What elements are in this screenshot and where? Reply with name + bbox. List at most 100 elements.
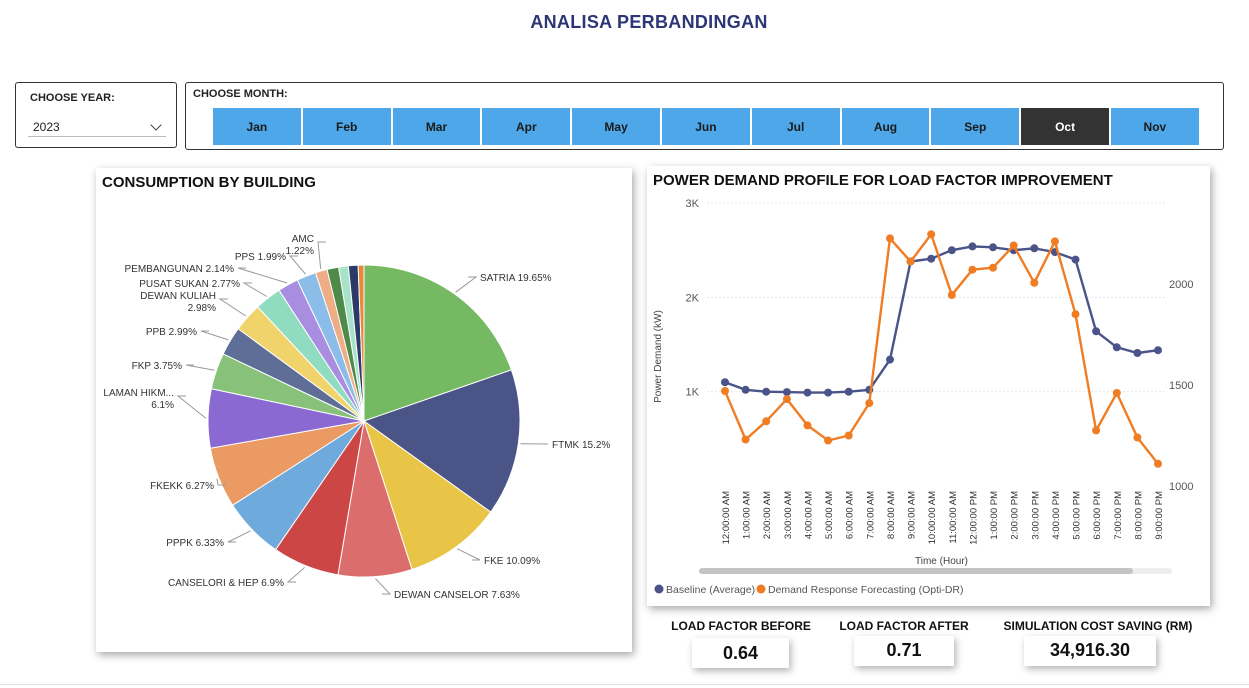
pie-leader-line	[216, 478, 226, 486]
pie-data-label: 2.98%	[188, 303, 216, 314]
pie-leader-line	[375, 578, 392, 595]
legend-label[interactable]: Demand Response Forecasting (Opti-DR)	[768, 584, 964, 596]
kpi-value-cost-saving: 34,916.30	[1024, 636, 1156, 666]
data-point-baseline[interactable]	[927, 254, 936, 263]
line-chart: 1K 2K 3K 1000 1500 2000 Power Demand (kW) 12:00…	[653, 198, 1193, 596]
data-point-forecast[interactable]	[865, 399, 874, 408]
data-point-baseline[interactable]	[844, 387, 853, 396]
month-button-may[interactable]: May	[572, 108, 660, 145]
data-point-forecast[interactable]	[1092, 426, 1101, 435]
pie-data-label: SATRIA 19.65%	[480, 273, 552, 284]
pie-leader-line	[288, 255, 306, 275]
month-button-nov[interactable]: Nov	[1110, 108, 1199, 145]
month-button-apr[interactable]: Apr	[482, 108, 571, 145]
data-point-forecast[interactable]	[824, 436, 833, 445]
kpi-label-load-factor-after: LOAD FACTOR AFTER	[839, 619, 969, 633]
pie-leader-line	[286, 567, 306, 583]
data-point-forecast[interactable]	[741, 435, 750, 444]
data-point-baseline[interactable]	[1092, 327, 1101, 336]
data-point-baseline[interactable]	[1112, 343, 1121, 352]
y-axis-label: Power Demand (kW)	[653, 310, 664, 403]
data-point-baseline[interactable]	[721, 378, 729, 387]
month-button-oct[interactable]: Oct	[1021, 108, 1109, 145]
data-point-forecast[interactable]	[803, 421, 812, 430]
data-point-baseline[interactable]	[1071, 255, 1080, 264]
data-point-baseline[interactable]	[762, 387, 771, 396]
data-point-baseline[interactable]	[741, 385, 750, 394]
data-point-forecast[interactable]	[1112, 389, 1121, 397]
x-tick-label: 10:00:00 AM	[927, 491, 938, 544]
data-point-baseline[interactable]	[968, 242, 977, 251]
pie-slice-ftmk[interactable]	[362, 369, 521, 513]
month-button-jul[interactable]: Jul	[751, 108, 840, 145]
data-point-forecast[interactable]	[968, 265, 977, 274]
data-point-baseline[interactable]	[824, 388, 833, 397]
pie-data-label: 6.1%	[151, 400, 174, 411]
month-button-aug[interactable]: Aug	[841, 108, 930, 145]
x-tick-label: 3:00:00 PM	[1030, 491, 1041, 540]
data-point-baseline[interactable]	[782, 388, 791, 397]
pie-slice-satria[interactable]	[363, 264, 513, 422]
pie-data-label: FKEKK 6.27%	[150, 481, 214, 492]
data-point-forecast[interactable]	[1030, 278, 1039, 287]
data-point-forecast[interactable]	[782, 395, 791, 404]
bottom-divider	[0, 684, 1249, 685]
month-button-jun[interactable]: Jun	[661, 108, 750, 145]
data-point-baseline[interactable]	[989, 243, 997, 252]
data-point-forecast[interactable]	[844, 431, 853, 440]
data-point-forecast[interactable]	[721, 387, 729, 395]
data-point-baseline[interactable]	[1030, 244, 1039, 253]
pie-data-label: DEWAN KULIAH	[140, 291, 216, 302]
x-tick-label: 8:00:00 PM	[1133, 491, 1144, 540]
pie-leader-line	[317, 241, 326, 270]
pie-leader-line	[200, 330, 229, 341]
data-point-baseline[interactable]	[1154, 346, 1162, 355]
x-tick-label: 8:00:00 AM	[886, 491, 897, 539]
month-button-mar[interactable]: Mar	[392, 108, 481, 145]
month-button-sep[interactable]: Sep	[931, 108, 1020, 145]
x-tick-label: 9:00:00 AM	[907, 491, 918, 539]
data-point-forecast[interactable]	[762, 417, 771, 426]
year-filter: CHOOSE YEAR: 2023	[15, 82, 177, 148]
y-right-tick-label: 2000	[1169, 279, 1193, 291]
year-dropdown[interactable]: 2023	[28, 113, 166, 137]
pie-data-label: PPPK 6.33%	[166, 538, 224, 549]
data-point-baseline[interactable]	[947, 246, 956, 255]
x-tick-label: 12:00:00 AM	[721, 491, 732, 544]
x-tick-label: 3:00:00 AM	[783, 491, 794, 539]
data-point-baseline[interactable]	[803, 388, 812, 397]
data-point-baseline[interactable]	[886, 355, 894, 364]
legend-label[interactable]: Baseline (Average)	[666, 584, 755, 596]
chart-scrollbar-thumb[interactable]	[699, 568, 1133, 574]
data-point-forecast[interactable]	[906, 257, 915, 266]
pie-data-label: FKE 10.09%	[484, 556, 540, 567]
data-point-baseline[interactable]	[1133, 349, 1142, 357]
pie-data-label: FKP 3.75%	[132, 361, 183, 372]
pie-leader-line	[237, 267, 288, 284]
data-point-forecast[interactable]	[1133, 433, 1142, 442]
x-tick-label: 1:00:00 AM	[742, 491, 753, 539]
kpi-value-load-factor-after: 0.71	[854, 636, 954, 666]
data-point-forecast[interactable]	[989, 263, 997, 272]
data-point-forecast[interactable]	[927, 230, 936, 239]
data-point-forecast[interactable]	[947, 291, 956, 299]
data-point-forecast[interactable]	[886, 234, 894, 243]
pie-slice-fke[interactable]	[363, 419, 492, 571]
x-tick-label: 2:00:00 AM	[762, 491, 773, 539]
legend-marker	[756, 584, 766, 594]
month-button-feb[interactable]: Feb	[302, 108, 391, 145]
pie-leader-line	[242, 282, 267, 297]
year-filter-label: CHOOSE YEAR:	[30, 92, 115, 104]
pie-data-label: PUSAT SUKAN 2.77%	[139, 279, 240, 290]
month-button-jan[interactable]: Jan	[213, 108, 301, 145]
data-point-forecast[interactable]	[1050, 237, 1059, 246]
x-tick-label: 6:00:00 PM	[1092, 491, 1103, 540]
data-point-forecast[interactable]	[1154, 459, 1162, 468]
data-point-forecast[interactable]	[1009, 241, 1018, 250]
x-tick-label: 4:00:00 PM	[1051, 491, 1062, 540]
pie-data-label: AMC	[292, 234, 314, 245]
data-point-forecast[interactable]	[1071, 310, 1080, 319]
pie-chart: SATRIA 19.65% FTMK 15.2% FKE 10.09% DEWAN C…	[103, 234, 610, 601]
pie-slice[interactable]	[357, 264, 365, 422]
pie-chart-title: CONSUMPTION BY BUILDING	[102, 174, 316, 191]
